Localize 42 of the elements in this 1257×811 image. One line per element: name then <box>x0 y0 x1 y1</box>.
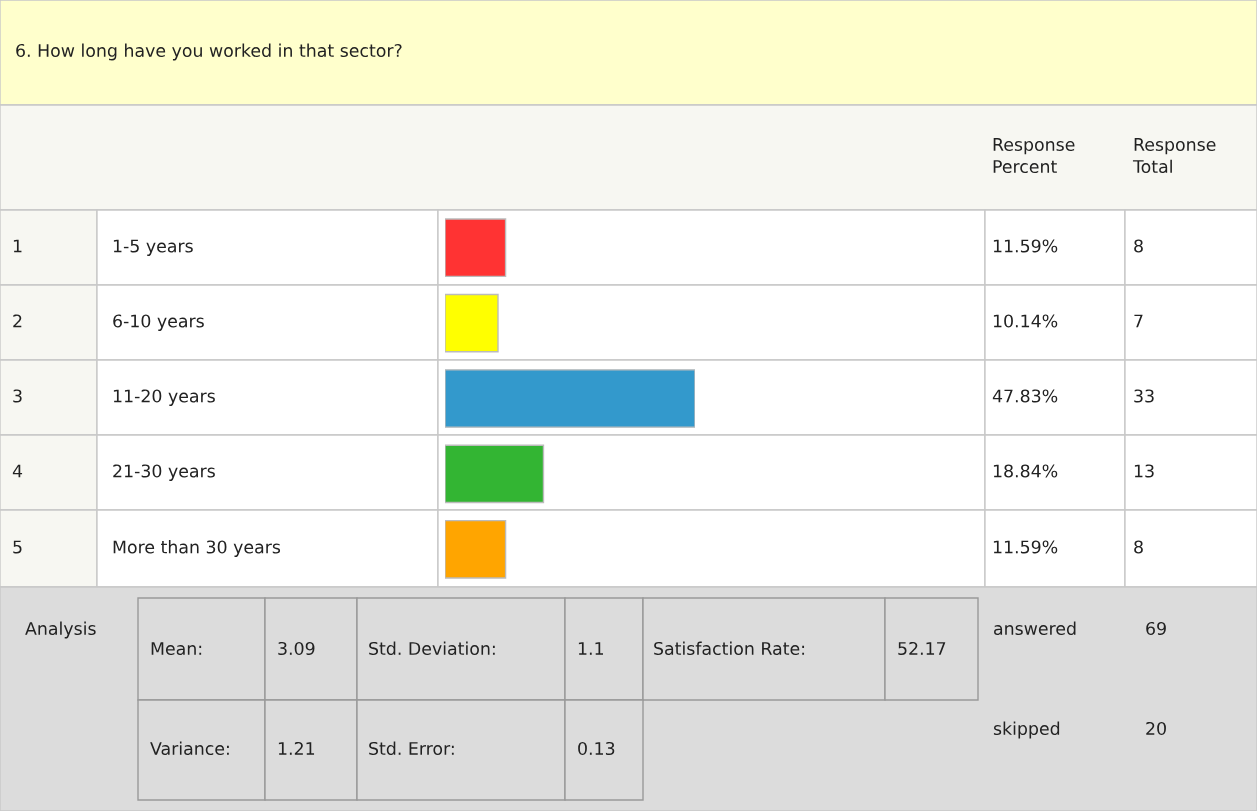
text: Response Total <box>1132 138 1216 174</box>
text: Std. Error: <box>369 741 454 756</box>
text: 5 <box>13 540 22 554</box>
y-tick-label: 1-5 years <box>113 239 193 256</box>
y-tick-label: 6-10 years <box>113 314 204 331</box>
text: Response Percent <box>993 138 1075 174</box>
data-label: 11.59% <box>993 239 1058 253</box>
text: Std. Deviation: <box>369 641 495 656</box>
data-label: 10.14% <box>993 314 1058 328</box>
text: 3.09 <box>278 641 315 656</box>
text: 69 <box>1146 621 1166 636</box>
text: 8 <box>1134 239 1143 253</box>
text: answered <box>994 621 1076 636</box>
text: skipped <box>993 721 1060 739</box>
data-label: 11.59% <box>993 540 1058 554</box>
text: Mean: <box>151 642 202 656</box>
text: 1.21 <box>278 741 315 755</box>
text: Variance: <box>150 741 229 756</box>
text: Satisfaction Rate: <box>654 641 805 656</box>
text: 0.13 <box>578 741 615 756</box>
text: 1 <box>13 239 22 253</box>
bar <box>445 444 545 504</box>
y-tick-label: More than 30 years <box>113 540 281 557</box>
text: 4 <box>12 464 23 478</box>
text: 1.1 <box>578 642 604 655</box>
text: 2 <box>13 314 22 328</box>
text: Analysis <box>25 621 96 639</box>
text: 13 <box>1134 464 1154 478</box>
bar <box>445 218 507 278</box>
text: 6. How long have you worked in that sector? <box>16 43 402 61</box>
y-tick-label: 21-30 years <box>113 464 215 481</box>
text: 8 <box>1134 540 1143 554</box>
text: 20 <box>1146 721 1166 736</box>
text: 52.17 <box>898 641 946 656</box>
bar <box>445 519 507 579</box>
text: 33 <box>1134 389 1154 403</box>
text: 3 <box>13 389 22 403</box>
data-label: 47.83% <box>992 389 1058 403</box>
bar <box>445 293 499 353</box>
y-tick-label: 11-20 years <box>113 389 215 406</box>
data-label: 18.84% <box>993 464 1058 478</box>
text: 7 <box>1134 314 1143 328</box>
